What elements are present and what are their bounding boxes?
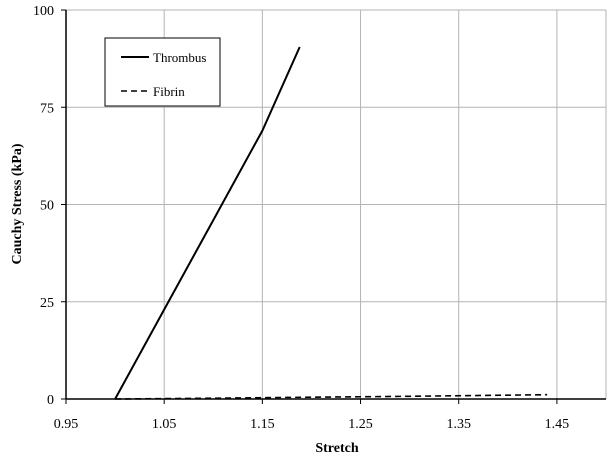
y-tick-label: 0 bbox=[47, 393, 54, 408]
y-tick-label: 25 bbox=[40, 296, 54, 311]
y-tick-label: 50 bbox=[40, 199, 54, 214]
grid-lines bbox=[66, 9, 607, 399]
x-axis-title: Stretch bbox=[315, 441, 358, 456]
x-tick-label: 1.45 bbox=[545, 417, 570, 432]
series-layer bbox=[114, 46, 548, 400]
legend-box bbox=[104, 37, 221, 107]
series-line-thrombus bbox=[114, 46, 301, 400]
x-tick-label: 0.95 bbox=[54, 417, 79, 432]
x-tick-label: 1.35 bbox=[446, 417, 471, 432]
legend-label-thrombus: Thrombus bbox=[153, 50, 206, 65]
tick-labels: 0.95 1.05 1.15 1.25 1.35 1.45 0 25 50 75 100 bbox=[33, 4, 569, 432]
series-line-fibrin bbox=[115, 393, 548, 400]
y-axis-title: Cauchy Stress (kPa) bbox=[10, 143, 25, 264]
x-tick-label: 1.05 bbox=[152, 417, 177, 432]
legend-label-fibrin: Fibrin bbox=[153, 84, 185, 99]
y-tick-label: 75 bbox=[40, 101, 54, 116]
y-tick-label: 100 bbox=[33, 4, 54, 19]
legend: Thrombus Fibrin bbox=[104, 37, 221, 107]
x-tick-label: 1.15 bbox=[250, 417, 275, 432]
x-tick-label: 1.25 bbox=[348, 417, 373, 432]
